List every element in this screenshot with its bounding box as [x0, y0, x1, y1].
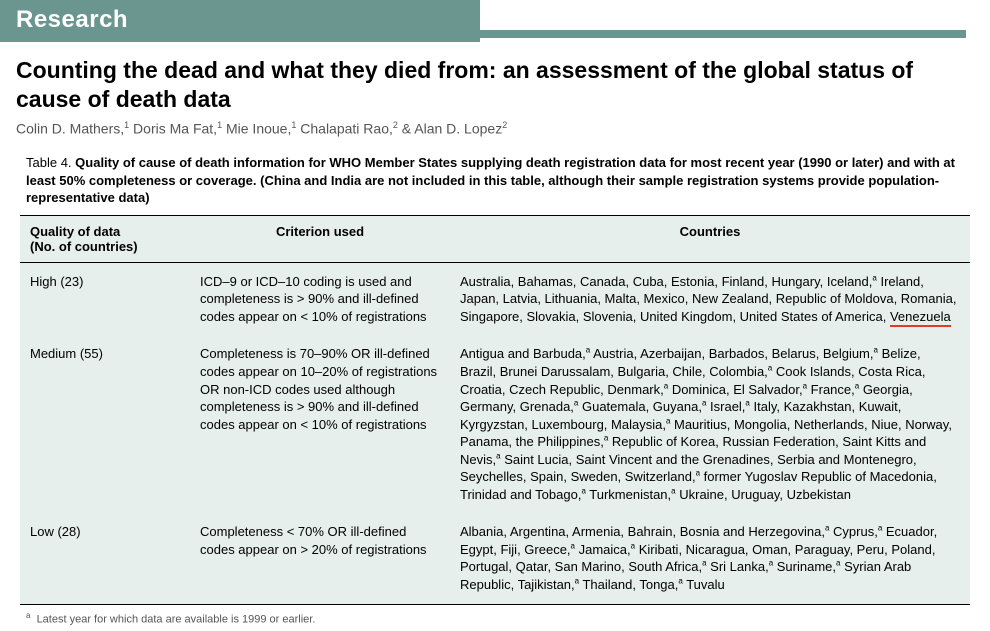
table-4: Table 4. Quality of cause of death infor…	[20, 150, 970, 625]
cell-criterion: ICD–9 or ICD–10 coding is used and compl…	[190, 262, 450, 335]
table-body: High (23)ICD–9 or ICD–10 coding is used …	[20, 262, 970, 604]
cell-quality: Low (28)	[20, 513, 190, 604]
table-row: High (23)ICD–9 or ICD–10 coding is used …	[20, 262, 970, 335]
cell-countries: Australia, Bahamas, Canada, Cuba, Estoni…	[450, 262, 970, 335]
table-caption-lead: Table 4.	[26, 155, 75, 170]
th-criterion: Criterion used	[190, 215, 450, 262]
quality-table: Quality of data(No. of countries) Criter…	[20, 215, 970, 605]
th-quality: Quality of data(No. of countries)	[20, 215, 190, 262]
cell-countries: Antigua and Barbuda,a Austria, Azerbaija…	[450, 335, 970, 513]
table-caption: Table 4. Quality of cause of death infor…	[20, 150, 970, 215]
cell-criterion: Completeness < 70% OR ill-defined codes …	[190, 513, 450, 604]
cell-quality: High (23)	[20, 262, 190, 335]
cell-criterion: Completeness is 70–90% OR ill-defined co…	[190, 335, 450, 513]
th-countries: Countries	[450, 215, 970, 262]
article-title: Counting the dead and what they died fro…	[0, 42, 990, 118]
section-banner: Research	[0, 0, 480, 42]
cell-quality: Medium (55)	[20, 335, 190, 513]
table-row: Low (28)Completeness < 70% OR ill-define…	[20, 513, 970, 604]
table-caption-body: Quality of cause of death information fo…	[26, 155, 955, 205]
table-footnote: a Latest year for which data are availab…	[20, 605, 970, 626]
table-row: Medium (55)Completeness is 70–90% OR ill…	[20, 335, 970, 513]
banner-extension	[476, 30, 966, 38]
author-list: Colin D. Mathers,1 Doris Ma Fat,1 Mie In…	[0, 118, 990, 151]
cell-countries: Albania, Argentina, Armenia, Bahrain, Bo…	[450, 513, 970, 604]
